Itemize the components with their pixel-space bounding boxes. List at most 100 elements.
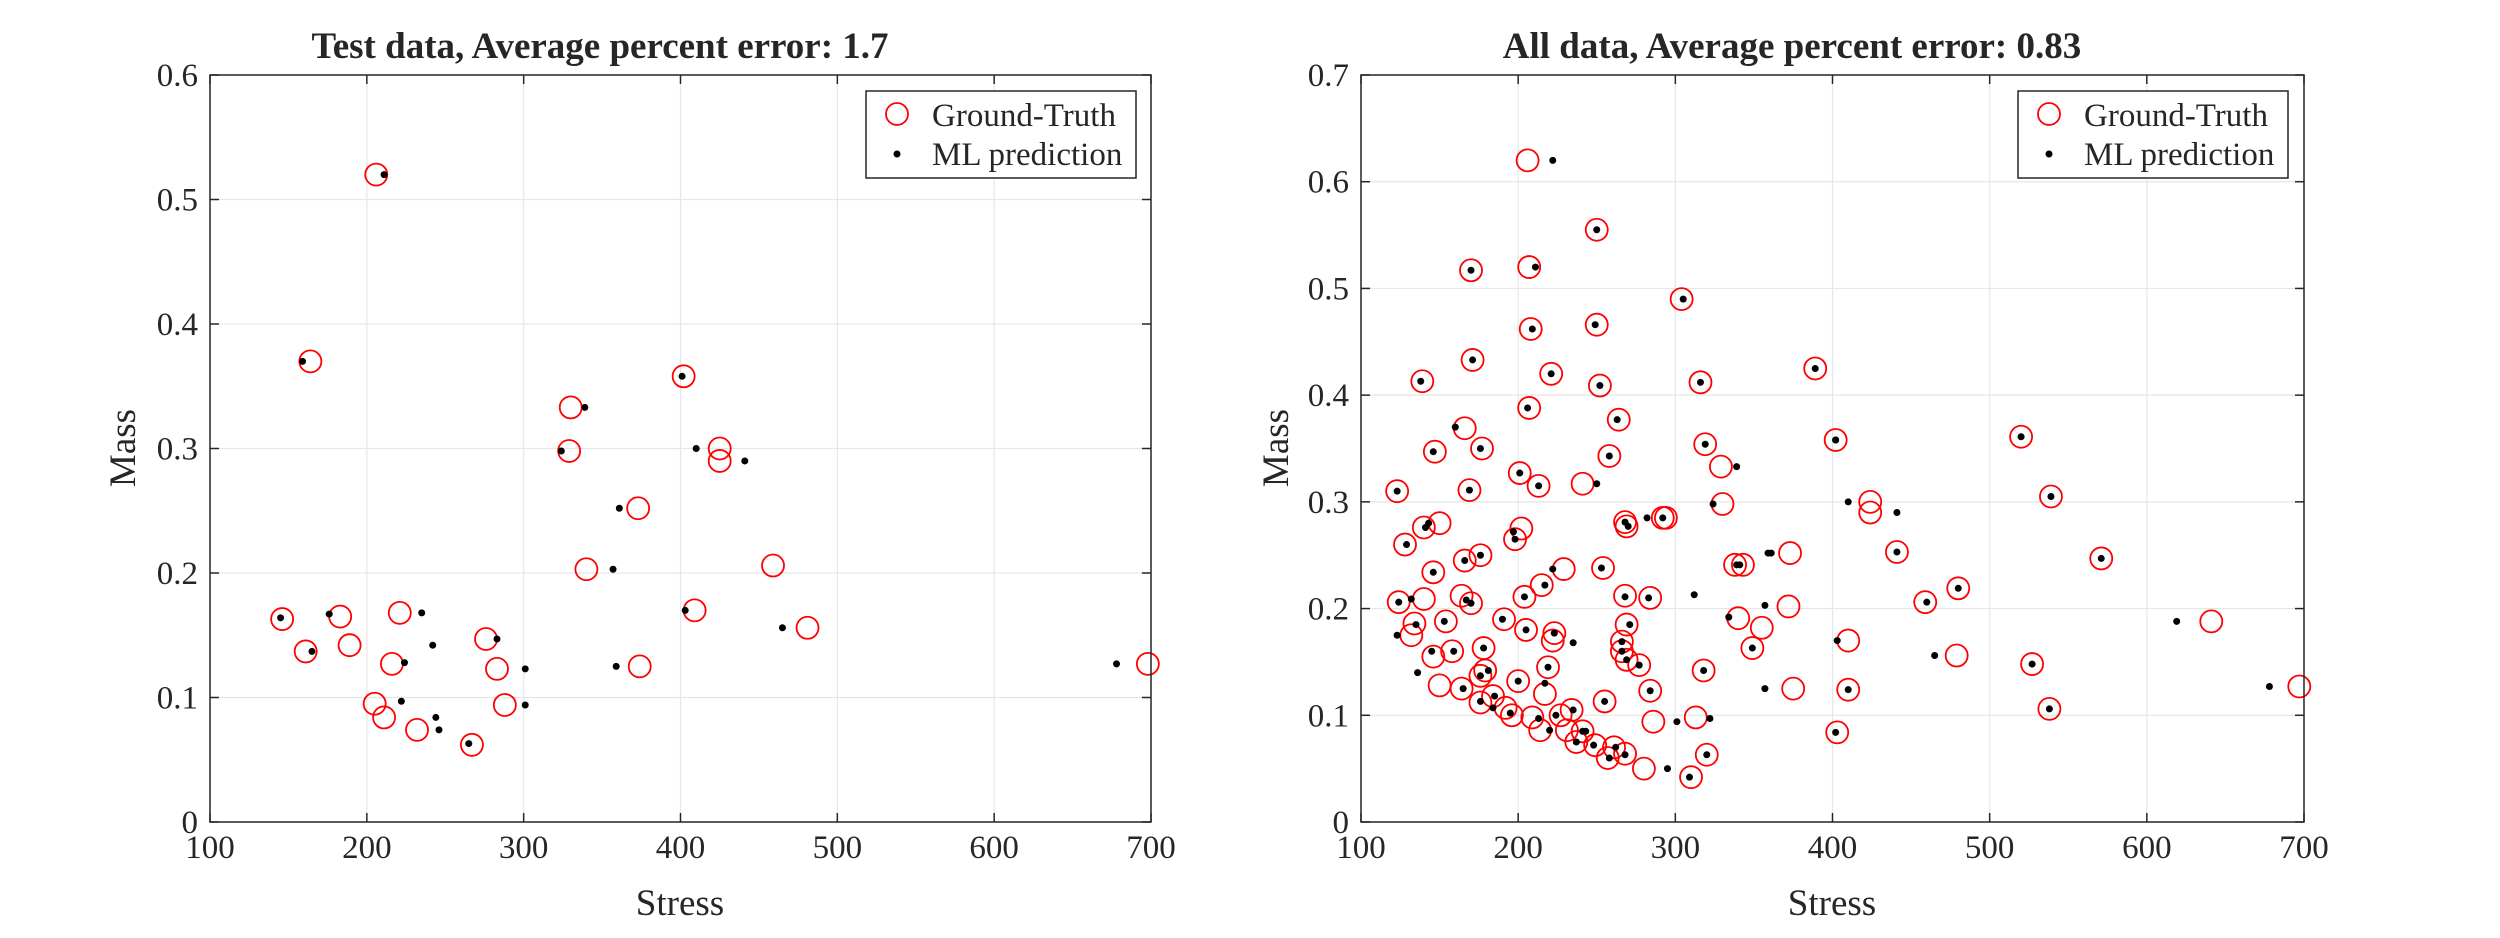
x-tick-label: 700 — [2279, 830, 2329, 866]
ml-prediction-point — [609, 565, 617, 573]
ml-prediction-point — [2028, 660, 2036, 668]
ml-prediction-point — [1709, 500, 1717, 508]
ground-truth-point — [492, 693, 517, 717]
ml-prediction-point — [1706, 714, 1714, 722]
ml-prediction-point — [1541, 679, 1549, 687]
ml-prediction-point — [1685, 773, 1693, 781]
ground-truth-point — [1679, 765, 1703, 790]
ml-prediction-point — [1469, 356, 1477, 364]
test-data-scatter-chart: Test data, Average percent error: 1.7 10… — [103, 26, 1176, 924]
ml-prediction-point — [1440, 617, 1448, 625]
ml-prediction-point — [612, 662, 620, 670]
ground-truth-point — [1776, 594, 1801, 619]
ml-prediction-point — [1764, 549, 1772, 557]
ml-prediction-point — [1451, 423, 1459, 431]
ground-truth-point — [671, 364, 696, 389]
ground-truth-point — [1613, 583, 1637, 608]
ml-prediction-point — [581, 403, 589, 411]
ml-prediction-point — [1645, 594, 1653, 602]
ground-truth-point — [761, 553, 785, 578]
y-tick-label: 0.4 — [1308, 378, 1349, 414]
ml-prediction-point — [778, 624, 786, 632]
ml-prediction-point — [521, 665, 529, 673]
ground-truth-point — [1691, 658, 1716, 683]
ground-truth-point — [1946, 576, 1971, 601]
ground-truth-point — [1709, 454, 1733, 479]
ml-prediction-point — [1569, 639, 1577, 647]
ml-prediction-point — [1428, 647, 1436, 655]
ml-prediction-point — [1407, 595, 1415, 603]
ml-prediction-point — [1520, 593, 1528, 601]
ground-truth-point — [1536, 655, 1560, 680]
ground-truth-point — [1731, 552, 1755, 577]
ground-truth-point — [1506, 669, 1531, 694]
ml-prediction-point — [557, 447, 565, 455]
ml-prediction-point — [2045, 705, 2053, 713]
ground-truth-point — [1614, 647, 1639, 672]
ml-prediction-point — [1605, 452, 1613, 460]
x-tick-label: 400 — [656, 830, 706, 866]
ml-prediction-point — [692, 445, 700, 452]
ml-prediction-point — [1596, 382, 1604, 390]
ml-prediction-point — [1646, 687, 1654, 695]
x-axis-label: Stress — [636, 883, 724, 924]
ml-prediction-point — [1923, 598, 1931, 606]
ml-prediction-point — [1535, 482, 1543, 490]
ground-truth-point — [1459, 591, 1483, 616]
ml-prediction-point — [308, 647, 316, 655]
ml-prediction-point — [2017, 433, 2025, 441]
ml-prediction-point — [1552, 711, 1560, 719]
ground-truth-point — [1669, 287, 1694, 312]
ml-prediction-point — [1516, 469, 1524, 477]
x-tick-label: 400 — [1808, 830, 1858, 866]
ml-prediction-point — [1459, 685, 1467, 693]
ground-truth-point — [1825, 720, 1850, 745]
ml-prediction-point — [1480, 644, 1488, 652]
ground-truth-point — [1473, 658, 1498, 683]
ml-prediction-point — [1569, 706, 1577, 714]
ml-prediction-point — [1844, 686, 1852, 694]
ground-truth-point — [1584, 312, 1609, 337]
ml-prediction-point — [1429, 448, 1437, 456]
ground-truth-point — [1459, 258, 1483, 283]
ml-prediction-point — [1547, 370, 1555, 378]
ml-prediction-point — [1476, 697, 1484, 705]
ml-prediction-point — [1832, 436, 1840, 444]
ground-truth-point — [1512, 584, 1537, 609]
ml-prediction-point — [1544, 663, 1552, 671]
x-tick-label: 700 — [1126, 830, 1176, 866]
ground-truth-point — [1723, 552, 1747, 577]
ml-prediction-point — [493, 635, 501, 643]
ml-prediction-point — [1635, 661, 1643, 669]
ground-truth-point — [1503, 527, 1527, 552]
ml-prediction-point — [1461, 557, 1469, 565]
y-tick-label: 0.1 — [1308, 698, 1349, 734]
x-tick-label: 600 — [969, 830, 1019, 866]
ground-truth-point — [1457, 478, 1482, 503]
ground-truth-point — [2009, 424, 2033, 449]
ground-truth-point — [2037, 696, 2062, 721]
ground-truth-point — [1421, 644, 1446, 669]
ml-prediction-point — [2097, 554, 2105, 562]
ground-truth-point — [707, 436, 732, 461]
ground-truth-point — [574, 557, 599, 582]
ground-truth-point — [1468, 690, 1493, 715]
x-tick-label: 500 — [1965, 830, 2015, 866]
ml-prediction-point — [325, 610, 333, 618]
ml-prediction-point — [741, 457, 749, 465]
ml-prediction-point — [1832, 728, 1840, 736]
ground-truth-point — [1460, 348, 1485, 372]
y-tick-label: 0.3 — [1308, 485, 1349, 521]
ground-truth-point — [2287, 674, 2312, 699]
x-axis-label: Stress — [1788, 883, 1876, 924]
ml-prediction-point — [1421, 523, 1429, 531]
ml-prediction-point — [1572, 738, 1580, 746]
y-tick-label: 0 — [1333, 805, 1350, 841]
ground-truth-point — [1540, 628, 1565, 653]
ml-prediction-point — [1736, 561, 1744, 569]
ground-truth-point — [293, 639, 318, 664]
ground-truth-point — [1539, 361, 1564, 386]
ground-truth-point — [1517, 255, 1542, 279]
x-tick-label: 600 — [2122, 830, 2172, 866]
ml-prediction-point — [1748, 644, 1756, 652]
